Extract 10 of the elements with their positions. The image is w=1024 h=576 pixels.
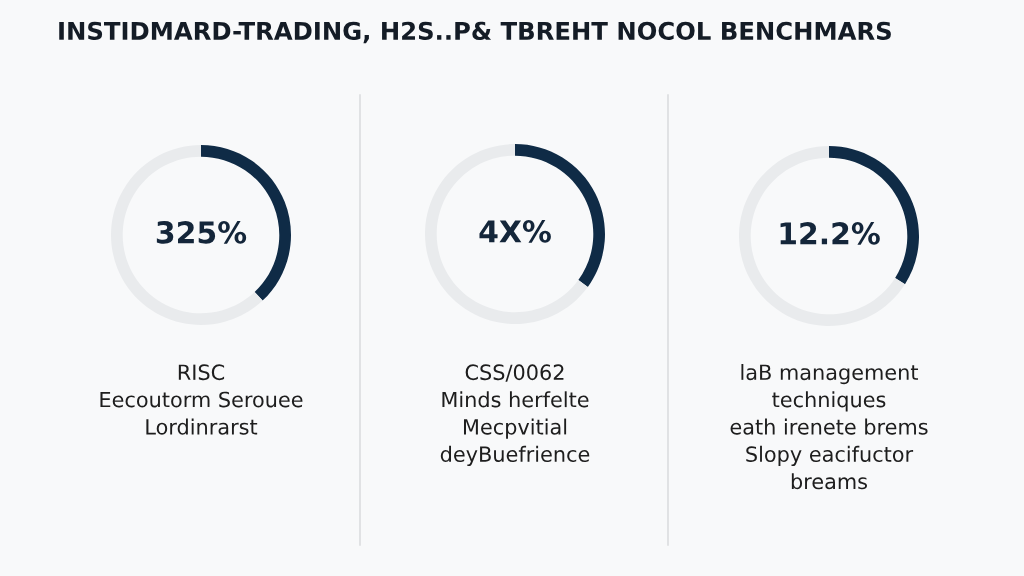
text: RISC Eecoutorm Serouee Lordinrarst bbox=[100, 364, 303, 435]
text: 12.2% bbox=[780, 222, 880, 245]
text: INSTIDMARD-TRADING, H2S..P& TBREHT NOCOL BENCHMARS bbox=[59, 21, 891, 44]
text: 4X% bbox=[479, 220, 551, 243]
text: laB management techniques eath irenete brems Slopy eacifuctor breams bbox=[730, 364, 928, 490]
donut-slice bbox=[739, 146, 905, 326]
text: CSS/0062 Minds herfelte Mecpvitial deyBuefrience bbox=[440, 364, 590, 467]
donut-slice bbox=[425, 144, 588, 324]
text: 325% bbox=[156, 221, 247, 244]
donut-slice bbox=[111, 145, 263, 325]
